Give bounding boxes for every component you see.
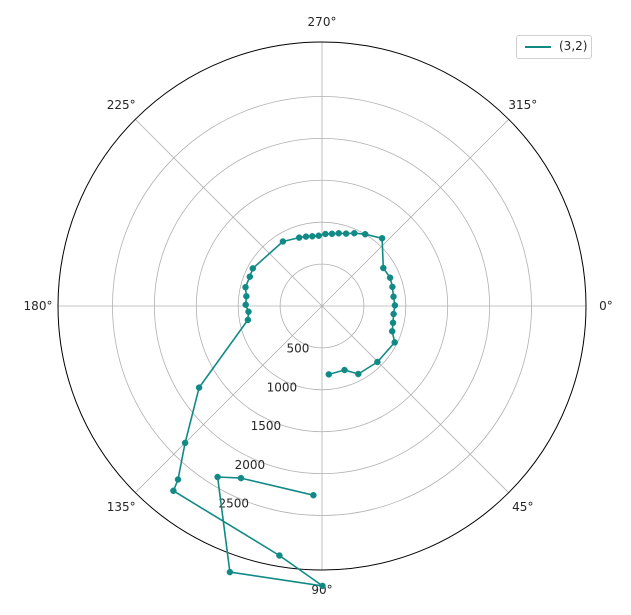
data-point — [249, 265, 257, 272]
theta-tick-label: 315° — [508, 98, 537, 112]
data-point — [319, 582, 326, 590]
r-tick-label: 1500 — [251, 419, 282, 433]
data-point — [246, 273, 254, 280]
data-point — [276, 552, 283, 559]
data-point — [388, 328, 396, 335]
data-point — [195, 384, 203, 391]
theta-tick-label: 90° — [311, 583, 332, 597]
theta-tick-label: 225° — [107, 98, 136, 112]
data-point — [295, 234, 303, 241]
data-point — [242, 301, 249, 309]
theta-tick-label: 180° — [24, 299, 53, 313]
theta-gridline-315 — [321, 119, 509, 307]
data-point — [181, 439, 189, 447]
theta-tick-label: 0° — [599, 299, 613, 313]
data-point — [322, 230, 329, 238]
theta-tick-label: 135° — [107, 500, 136, 514]
data-point — [245, 308, 252, 315]
data-point — [389, 319, 397, 327]
data-point — [380, 264, 387, 272]
r-tick-label: 2500 — [219, 497, 250, 511]
data-point — [386, 274, 394, 281]
data-point — [390, 310, 397, 318]
data-point — [244, 316, 252, 324]
theta-tick-label: 270° — [308, 15, 337, 29]
data-point — [237, 474, 245, 482]
data-point — [226, 568, 234, 576]
legend-label: (3,2) — [559, 39, 588, 53]
polar-grid — [58, 42, 586, 570]
data-point — [315, 232, 322, 239]
data-point — [355, 370, 362, 378]
r-tick-label: 500 — [287, 342, 310, 356]
data-point — [328, 230, 336, 238]
legend-swatch-line — [525, 46, 551, 48]
data-point — [361, 230, 369, 238]
polar-frame — [57, 41, 587, 571]
series-line-1 — [172, 232, 396, 587]
theta-tick-labels: 0° 45° 90° 135° 180° 225° 270° 315° — [24, 15, 613, 597]
data-point — [302, 233, 310, 240]
data-point — [351, 229, 358, 237]
data-point — [279, 238, 287, 245]
data-point — [390, 293, 397, 300]
data-point — [310, 491, 317, 499]
data-point — [243, 293, 250, 300]
r-tick-label: 1000 — [267, 380, 298, 394]
data-point — [378, 235, 386, 242]
theta-gridline-135 — [135, 305, 323, 493]
data-point — [325, 371, 333, 378]
theta-gridline-225 — [135, 119, 323, 307]
data-point — [242, 283, 249, 291]
data-point — [342, 230, 350, 237]
r-tick-label: 2000 — [235, 458, 266, 472]
data-point — [374, 358, 381, 366]
theta-gridline-45 — [321, 305, 509, 493]
data-point — [391, 339, 398, 346]
r-tick-labels: 500 1000 1500 2000 2500 — [219, 342, 310, 511]
data-point — [170, 487, 177, 495]
data-point — [309, 233, 316, 240]
data-point — [335, 230, 342, 237]
data-point — [389, 283, 396, 291]
legend: (3,2) — [516, 35, 592, 59]
theta-tick-label: 45° — [512, 500, 533, 514]
data-point — [174, 476, 182, 483]
series-layer — [170, 229, 399, 590]
data-point — [214, 473, 221, 481]
data-point — [341, 366, 348, 374]
data-point — [391, 302, 399, 309]
